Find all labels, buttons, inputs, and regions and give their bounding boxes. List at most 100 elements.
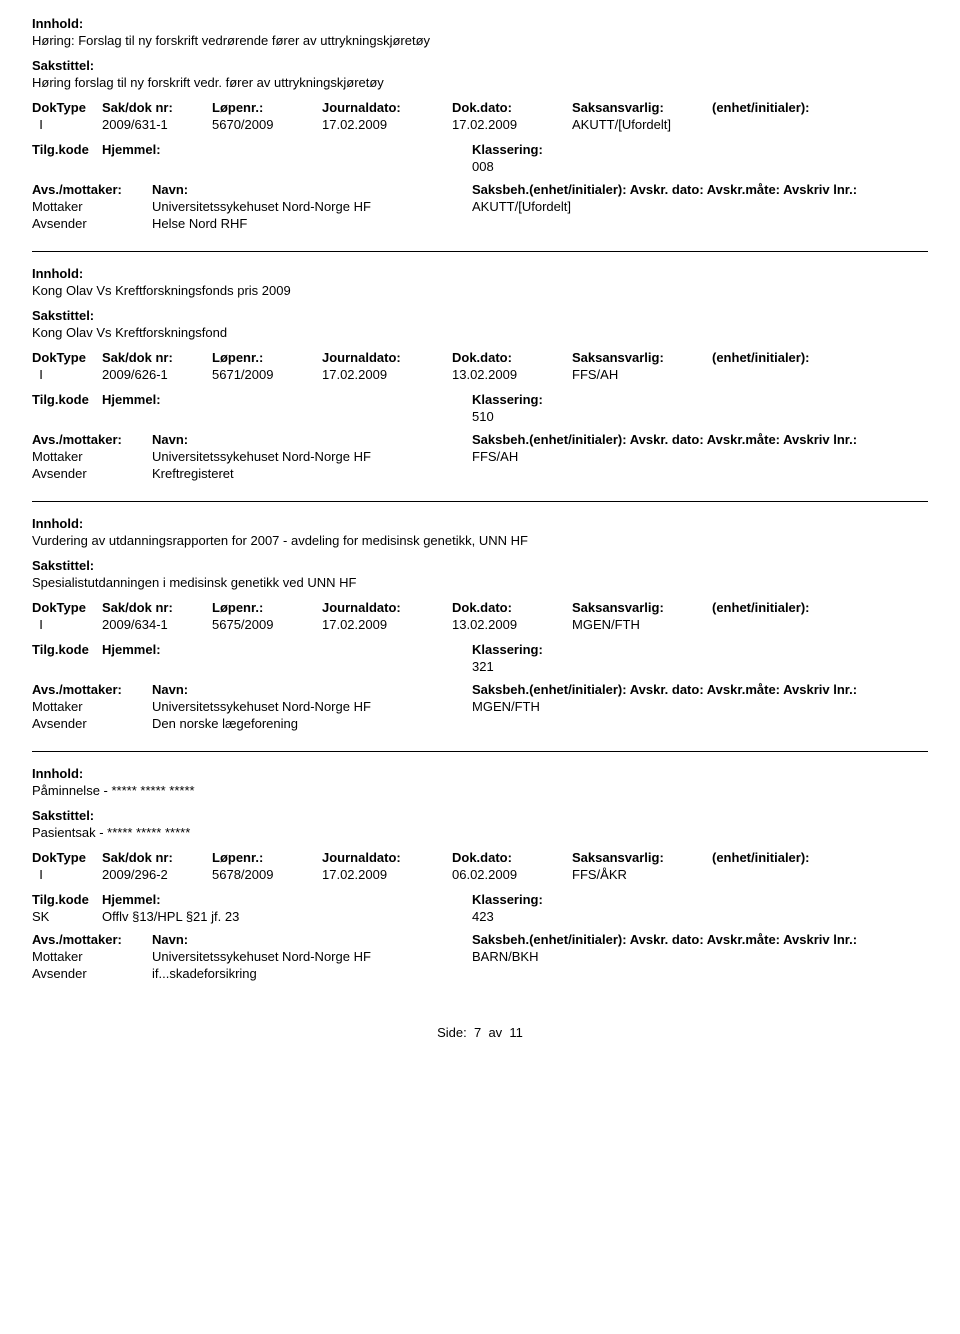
tilg-header-row: Tilg.kode Hjemmel: Klassering: bbox=[32, 892, 928, 907]
hjemmel-label: Hjemmel: bbox=[102, 392, 472, 407]
avsender-label: Avsender bbox=[32, 466, 152, 481]
navn-label: Navn: bbox=[152, 932, 472, 947]
doktype-label: DokType bbox=[32, 600, 102, 615]
dokdato-label: Dok.dato: bbox=[452, 350, 572, 365]
sakstittel-label: Sakstittel: bbox=[32, 308, 928, 323]
footer-side-label: Side: bbox=[437, 1025, 467, 1040]
journaldato-value: 17.02.2009 bbox=[322, 617, 452, 632]
saksansvarlig-value: FFS/AH bbox=[572, 367, 712, 382]
klassering-label: Klassering: bbox=[472, 892, 912, 907]
saksansvarlig-label: Saksansvarlig: bbox=[572, 600, 712, 615]
tilgkode-value bbox=[32, 659, 102, 674]
journaldato-label: Journaldato: bbox=[322, 100, 452, 115]
klassering-label: Klassering: bbox=[472, 392, 912, 407]
mottaker-label: Mottaker bbox=[32, 949, 152, 964]
sakdoknr-label: Sak/dok nr: bbox=[102, 350, 212, 365]
doktype-label: DokType bbox=[32, 100, 102, 115]
sakdoknr-value: 2009/634-1 bbox=[102, 617, 212, 632]
avsender-label: Avsender bbox=[32, 716, 152, 731]
avsender-navn: Den norske lægeforening bbox=[152, 716, 472, 731]
avsender-saksbeh bbox=[472, 716, 912, 731]
journaldato-value: 17.02.2009 bbox=[322, 367, 452, 382]
meta-values-row: I 2009/626-1 5671/2009 17.02.2009 13.02.… bbox=[32, 367, 928, 382]
enhet-value bbox=[712, 117, 842, 132]
mottaker-saksbeh: AKUTT/[Ufordelt] bbox=[472, 199, 912, 214]
lopenr-value: 5675/2009 bbox=[212, 617, 322, 632]
mottaker-navn: Universitetssykehuset Nord-Norge HF bbox=[152, 949, 472, 964]
mottaker-row: Mottaker Universitetssykehuset Nord-Norg… bbox=[32, 199, 928, 214]
enhet-value bbox=[712, 367, 842, 382]
tilgkode-value: SK bbox=[32, 909, 102, 924]
sakdoknr-value: 2009/626-1 bbox=[102, 367, 212, 382]
lopenr-value: 5678/2009 bbox=[212, 867, 322, 882]
journaldato-label: Journaldato: bbox=[322, 850, 452, 865]
tilg-header-row: Tilg.kode Hjemmel: Klassering: bbox=[32, 642, 928, 657]
tilgkode-label: Tilg.kode bbox=[32, 892, 102, 907]
mottaker-row: Mottaker Universitetssykehuset Nord-Norg… bbox=[32, 449, 928, 464]
navn-label: Navn: bbox=[152, 432, 472, 447]
avsmottaker-header-row: Avs./mottaker: Navn: Saksbeh.(enhet/init… bbox=[32, 682, 928, 697]
saksansvarlig-value: AKUTT/[Ufordelt] bbox=[572, 117, 712, 132]
mottaker-label: Mottaker bbox=[32, 449, 152, 464]
saksbeh-columns-label: Saksbeh.(enhet/initialer): Avskr. dato: … bbox=[472, 682, 912, 697]
klassering-value: 423 bbox=[472, 909, 912, 924]
innhold-text: Vurdering av utdanningsrapporten for 200… bbox=[32, 533, 928, 548]
dokdato-value: 17.02.2009 bbox=[452, 117, 572, 132]
meta-header-row: DokType Sak/dok nr: Løpenr.: Journaldato… bbox=[32, 100, 928, 115]
avsmottaker-label: Avs./mottaker: bbox=[32, 682, 152, 697]
page-footer: Side: 7 av 11 bbox=[32, 1025, 928, 1040]
avsender-navn: if...skadeforsikring bbox=[152, 966, 472, 981]
avsender-saksbeh bbox=[472, 216, 912, 231]
saksansvarlig-value: MGEN/FTH bbox=[572, 617, 712, 632]
hjemmel-value bbox=[102, 159, 472, 174]
mottaker-row: Mottaker Universitetssykehuset Nord-Norg… bbox=[32, 949, 928, 964]
dokdato-label: Dok.dato: bbox=[452, 100, 572, 115]
avsmottaker-label: Avs./mottaker: bbox=[32, 182, 152, 197]
mottaker-saksbeh: BARN/BKH bbox=[472, 949, 912, 964]
innhold-text: Kong Olav Vs Kreftforskningsfonds pris 2… bbox=[32, 283, 928, 298]
footer-total: 11 bbox=[509, 1025, 523, 1040]
journal-record: Innhold: Kong Olav Vs Kreftforskningsfon… bbox=[32, 266, 928, 502]
innhold-text: Høring: Forslag til ny forskrift vedrøre… bbox=[32, 33, 928, 48]
footer-page-number: 7 bbox=[474, 1025, 481, 1040]
meta-header-row: DokType Sak/dok nr: Løpenr.: Journaldato… bbox=[32, 850, 928, 865]
klassering-label: Klassering: bbox=[472, 142, 912, 157]
journal-record: Innhold: Vurdering av utdanningsrapporte… bbox=[32, 516, 928, 752]
klassering-label: Klassering: bbox=[472, 642, 912, 657]
avsender-row: Avsender Den norske lægeforening bbox=[32, 716, 928, 731]
avsender-row: Avsender Helse Nord RHF bbox=[32, 216, 928, 231]
meta-values-row: I 2009/296-2 5678/2009 17.02.2009 06.02.… bbox=[32, 867, 928, 882]
hjemmel-value bbox=[102, 409, 472, 424]
lopenr-label: Løpenr.: bbox=[212, 600, 322, 615]
avsender-navn: Helse Nord RHF bbox=[152, 216, 472, 231]
mottaker-navn: Universitetssykehuset Nord-Norge HF bbox=[152, 699, 472, 714]
doktype-value: I bbox=[32, 367, 102, 382]
tilg-values-row: 008 bbox=[32, 159, 928, 174]
saksansvarlig-label: Saksansvarlig: bbox=[572, 100, 712, 115]
navn-label: Navn: bbox=[152, 682, 472, 697]
avsmottaker-header-row: Avs./mottaker: Navn: Saksbeh.(enhet/init… bbox=[32, 932, 928, 947]
klassering-value: 321 bbox=[472, 659, 912, 674]
doktype-value: I bbox=[32, 117, 102, 132]
hjemmel-value: Offlv §13/HPL §21 jf. 23 bbox=[102, 909, 472, 924]
innhold-label: Innhold: bbox=[32, 16, 928, 31]
saksansvarlig-value: FFS/ÅKR bbox=[572, 867, 712, 882]
tilgkode-value bbox=[32, 159, 102, 174]
mottaker-label: Mottaker bbox=[32, 699, 152, 714]
saksbeh-columns-label: Saksbeh.(enhet/initialer): Avskr. dato: … bbox=[472, 182, 912, 197]
sakstittel-label: Sakstittel: bbox=[32, 58, 928, 73]
tilg-header-row: Tilg.kode Hjemmel: Klassering: bbox=[32, 392, 928, 407]
journaldato-label: Journaldato: bbox=[322, 600, 452, 615]
lopenr-value: 5670/2009 bbox=[212, 117, 322, 132]
tilgkode-label: Tilg.kode bbox=[32, 142, 102, 157]
mottaker-row: Mottaker Universitetssykehuset Nord-Norg… bbox=[32, 699, 928, 714]
doktype-label: DokType bbox=[32, 350, 102, 365]
journaldato-value: 17.02.2009 bbox=[322, 867, 452, 882]
avsmottaker-label: Avs./mottaker: bbox=[32, 932, 152, 947]
innhold-label: Innhold: bbox=[32, 516, 928, 531]
enhet-label: (enhet/initialer): bbox=[712, 850, 842, 865]
doktype-label: DokType bbox=[32, 850, 102, 865]
journaldato-label: Journaldato: bbox=[322, 350, 452, 365]
innhold-text: Påminnelse - ***** ***** ***** bbox=[32, 783, 928, 798]
avsmottaker-header-row: Avs./mottaker: Navn: Saksbeh.(enhet/init… bbox=[32, 182, 928, 197]
